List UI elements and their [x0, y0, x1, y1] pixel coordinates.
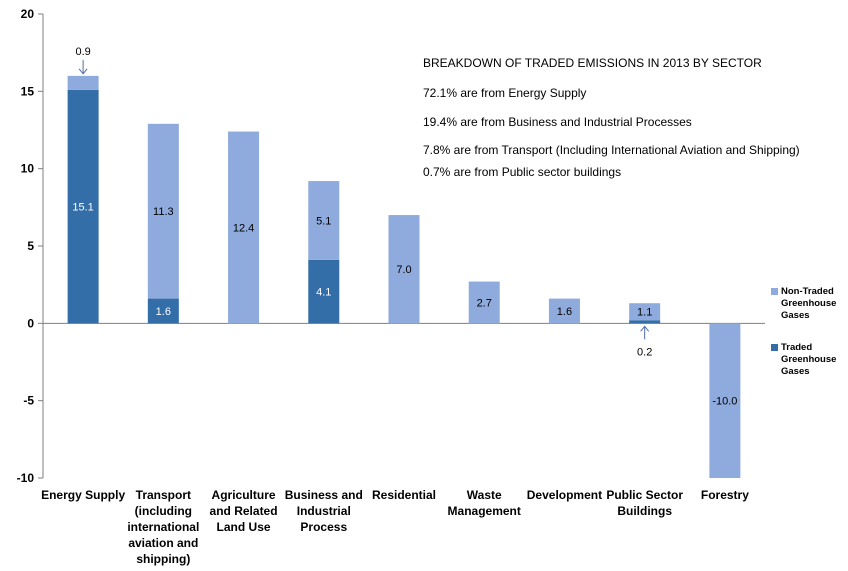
- callout-label: 0.2: [637, 346, 652, 358]
- legend-label-line: Gases: [781, 366, 810, 377]
- y-tick-label: 20: [21, 7, 35, 21]
- category-label: Business and Industrial Process: [285, 488, 363, 534]
- bar-non-traded: [548, 298, 580, 324]
- y-tick-label: -5: [23, 394, 34, 408]
- category-label-line: Land Use: [217, 520, 271, 534]
- category-label: Development: [527, 488, 602, 502]
- category-label: Agriculture and Related Land Use: [210, 488, 278, 534]
- bar-non-traded: [629, 303, 661, 321]
- category-label-line: Waste: [467, 488, 502, 502]
- category-label: Residential: [372, 488, 436, 502]
- bar-non-traded: [709, 323, 741, 478]
- category-label-line: Management: [448, 504, 521, 518]
- legend-label-line: Greenhouse: [781, 298, 836, 309]
- bars: 15.1 1.6 11.3 12.4 4.1 5.1 7.0 2.7 1.6 1.1 -10.0: [67, 75, 741, 478]
- annotation-title: BREAKDOWN OF TRADED EMISSIONS IN 2013 BY…: [423, 56, 762, 70]
- data-label: 11.3: [153, 206, 174, 218]
- legend-label-line: Non-Traded: [781, 286, 834, 297]
- category-label-line: Business and: [285, 488, 363, 502]
- category-label-line: shipping): [136, 552, 190, 566]
- y-tick-label: 15: [21, 84, 35, 98]
- category-label: Forestry: [701, 488, 749, 502]
- category-label-line: Development: [527, 488, 602, 502]
- bar-non-traded: [147, 123, 179, 299]
- bar-non-traded: [228, 131, 260, 324]
- data-label: 1.6: [557, 306, 572, 318]
- data-label: 1.6: [156, 306, 171, 318]
- y-tick-label: -10: [17, 471, 35, 485]
- legend-swatch: [771, 288, 778, 295]
- legend-label: Traded Greenhouse Gases: [781, 342, 836, 377]
- data-label: 5.1: [316, 215, 331, 227]
- category-label: Transport (including international aviation…: [127, 488, 199, 566]
- annotation-line: 7.8% are from Transport (Including Inter…: [423, 143, 800, 157]
- data-label: 4.1: [316, 287, 331, 299]
- category-label-line: aviation and: [128, 536, 198, 550]
- bar-non-traded: [388, 215, 420, 324]
- y-tick-label: 0: [27, 316, 34, 330]
- category-label: Waste Management: [448, 488, 521, 518]
- data-label: -10.0: [712, 396, 737, 408]
- category-label-line: Buildings: [617, 504, 672, 518]
- data-label: 15.1: [72, 202, 93, 214]
- annotation-line: 19.4% are from Business and Industrial P…: [423, 115, 692, 129]
- annotation-box: BREAKDOWN OF TRADED EMISSIONS IN 2013 BY…: [423, 56, 800, 179]
- category-label-line: Industrial: [297, 504, 351, 518]
- legend-label-line: Gases: [781, 310, 810, 321]
- annotation-line: 72.1% are from Energy Supply: [423, 86, 586, 100]
- category-labels: Energy Supply Transport (including internat…: [41, 488, 749, 566]
- callouts: 0.9 0.2: [75, 46, 652, 358]
- category-label-line: Public Sector: [606, 488, 683, 502]
- annotation-line: 0.7% are from Public sector buildings: [423, 165, 621, 179]
- legend-swatch: [771, 344, 778, 351]
- legend-label-line: Traded: [781, 342, 812, 353]
- category-label-line: Process: [300, 520, 347, 534]
- legend-label: Non-Traded Greenhouse Gases: [781, 286, 836, 321]
- bar-non-traded: [468, 281, 500, 324]
- data-label: 1.1: [637, 307, 652, 319]
- category-label-line: Transport: [136, 488, 191, 502]
- callout-label: 0.9: [75, 46, 90, 58]
- bar-non-traded: [67, 75, 99, 90]
- category-label: Energy Supply: [41, 488, 125, 502]
- bar-traded: [308, 259, 340, 324]
- category-label-line: Forestry: [701, 488, 749, 502]
- category-label: Public Sector Buildings: [606, 488, 683, 518]
- bar-non-traded: [308, 181, 340, 260]
- legend-label-line: Greenhouse: [781, 354, 836, 365]
- category-label-line: Energy Supply: [41, 488, 125, 502]
- y-tick-label: 10: [21, 162, 35, 176]
- category-label-line: (including: [135, 504, 192, 518]
- category-label-line: Residential: [372, 488, 436, 502]
- y-tick-label: 5: [27, 239, 34, 253]
- bar-traded: [629, 320, 661, 324]
- data-label: 2.7: [477, 297, 492, 309]
- data-label: 12.4: [233, 222, 254, 234]
- callout-arrowhead: [78, 68, 88, 75]
- category-label-line: Agriculture: [212, 488, 276, 502]
- category-label-line: international: [127, 520, 199, 534]
- data-label: 7.0: [396, 264, 411, 276]
- callout-arrowhead: [640, 325, 650, 332]
- bar-traded: [67, 89, 99, 324]
- bar-traded: [147, 298, 179, 324]
- category-label-line: and Related: [210, 504, 278, 518]
